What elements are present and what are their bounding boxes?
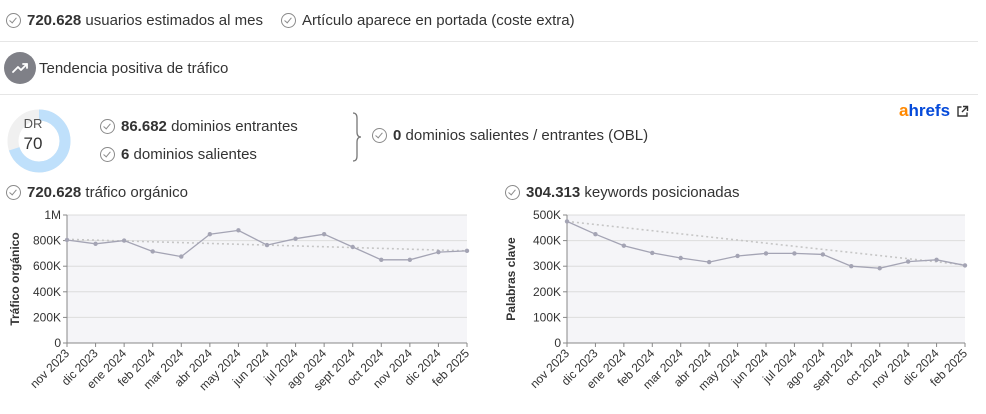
- y-tick-label: 200K: [533, 285, 561, 299]
- plot-area: [67, 215, 467, 343]
- data-point: [379, 257, 384, 262]
- y-tick-label: 100K: [533, 310, 561, 324]
- data-point: [792, 251, 797, 256]
- data-point: [650, 250, 655, 256]
- traffic-title: 720.628 tráfico orgánico: [6, 184, 188, 201]
- data-point: [293, 236, 298, 241]
- y-tick-label: 800K: [33, 234, 61, 248]
- homepage-feature: Artículo aparece en portada (coste extra…: [280, 12, 575, 29]
- users-feature: 720.628 usuarios estimados al mes: [6, 12, 263, 29]
- data-point: [179, 254, 184, 259]
- brace-divider: [352, 112, 362, 162]
- data-point: [236, 228, 241, 233]
- external-link-icon: [957, 105, 969, 117]
- features-row: 720.628 usuarios estimados al mes Artícu…: [0, 0, 978, 42]
- check-circle-icon: [100, 118, 115, 134]
- outgoing-label: dominios salientes: [133, 145, 257, 163]
- y-tick-label: 1M: [44, 208, 61, 222]
- data-point: [207, 232, 213, 237]
- referring-label: dominios entrantes: [171, 117, 298, 135]
- data-point: [763, 251, 769, 256]
- obl-label: dominios salientes / entrantes (OBL): [405, 127, 649, 144]
- data-point: [350, 244, 355, 250]
- data-point: [934, 257, 939, 262]
- data-point: [706, 259, 712, 265]
- ahrefs-logo-rest: hrefs: [908, 101, 951, 120]
- trending-up-icon: [4, 52, 36, 84]
- data-point: [436, 249, 441, 255]
- data-point: [64, 237, 70, 243]
- trend-row: Tendencia positiva de tráfico: [0, 42, 978, 95]
- ahrefs-logo-a: a: [899, 101, 909, 120]
- homepage-label: Artículo aparece en portada (coste extra…: [301, 12, 575, 29]
- data-point: [905, 259, 911, 264]
- data-point: [820, 252, 826, 257]
- y-tick-label: 0: [54, 336, 61, 350]
- keywords-value: 304.313: [526, 184, 581, 201]
- data-point: [93, 241, 98, 246]
- traffic-label: tráfico orgánico: [85, 184, 188, 201]
- y-axis-label: Tráfico orgánico: [8, 232, 22, 325]
- y-axis-label: Palabras clave: [504, 237, 518, 321]
- y-tick-label: 300K: [533, 259, 561, 273]
- dr-value: 70: [23, 134, 43, 153]
- domain-rating: DR 70: [6, 108, 72, 174]
- data-point: [150, 249, 155, 254]
- referring-domains: 86.682 dominios entrantes: [100, 113, 298, 139]
- data-point: [321, 232, 327, 237]
- data-point: [877, 266, 882, 271]
- trend-label: Tendencia positiva de tráfico: [39, 59, 229, 77]
- data-point: [849, 264, 854, 269]
- y-tick-label: 600K: [33, 259, 61, 273]
- trend-line: [566, 220, 966, 266]
- links-metrics: 86.682 dominios entrantes 6 dominios sal…: [100, 113, 298, 169]
- plot-area: [567, 215, 965, 343]
- check-circle-icon: [6, 13, 21, 28]
- data-point: [564, 219, 570, 224]
- data-point: [962, 263, 968, 268]
- obl-value: 0: [393, 127, 402, 144]
- check-circle-icon: [505, 185, 520, 200]
- obl-metric: 0 dominios salientes / entrantes (OBL): [372, 127, 648, 144]
- data-point: [264, 242, 270, 248]
- check-circle-icon: [280, 13, 296, 28]
- users-value: 720.628: [27, 12, 82, 29]
- y-tick-label: 500K: [533, 208, 561, 222]
- keywords-title: 304.313 keywords posicionadas: [505, 184, 740, 201]
- data-point: [121, 238, 127, 243]
- y-tick-label: 400K: [33, 285, 61, 299]
- referring-value: 86.682: [121, 117, 167, 135]
- users-label: usuarios estimados al mes: [85, 12, 263, 29]
- ahrefs-link[interactable]: ahrefs: [899, 101, 969, 121]
- data-point: [621, 243, 627, 248]
- data-point: [678, 255, 683, 261]
- outgoing-domains: 6 dominios salientes: [100, 141, 298, 167]
- check-circle-icon: [372, 128, 387, 143]
- data-point: [407, 257, 413, 262]
- y-tick-label: 200K: [33, 310, 61, 324]
- check-circle-icon: [6, 185, 21, 200]
- y-tick-label: 400K: [533, 234, 561, 248]
- y-tick-label: 0: [554, 336, 561, 350]
- dr-ring: [7, 109, 71, 173]
- dr-label: DR: [23, 116, 43, 131]
- data-point: [464, 248, 470, 254]
- data-point: [593, 232, 598, 237]
- data-point: [735, 253, 740, 259]
- outgoing-value: 6: [121, 145, 130, 163]
- traffic-value: 720.628: [27, 184, 82, 201]
- keywords-label: keywords posicionadas: [584, 184, 740, 201]
- check-circle-icon: [100, 146, 115, 162]
